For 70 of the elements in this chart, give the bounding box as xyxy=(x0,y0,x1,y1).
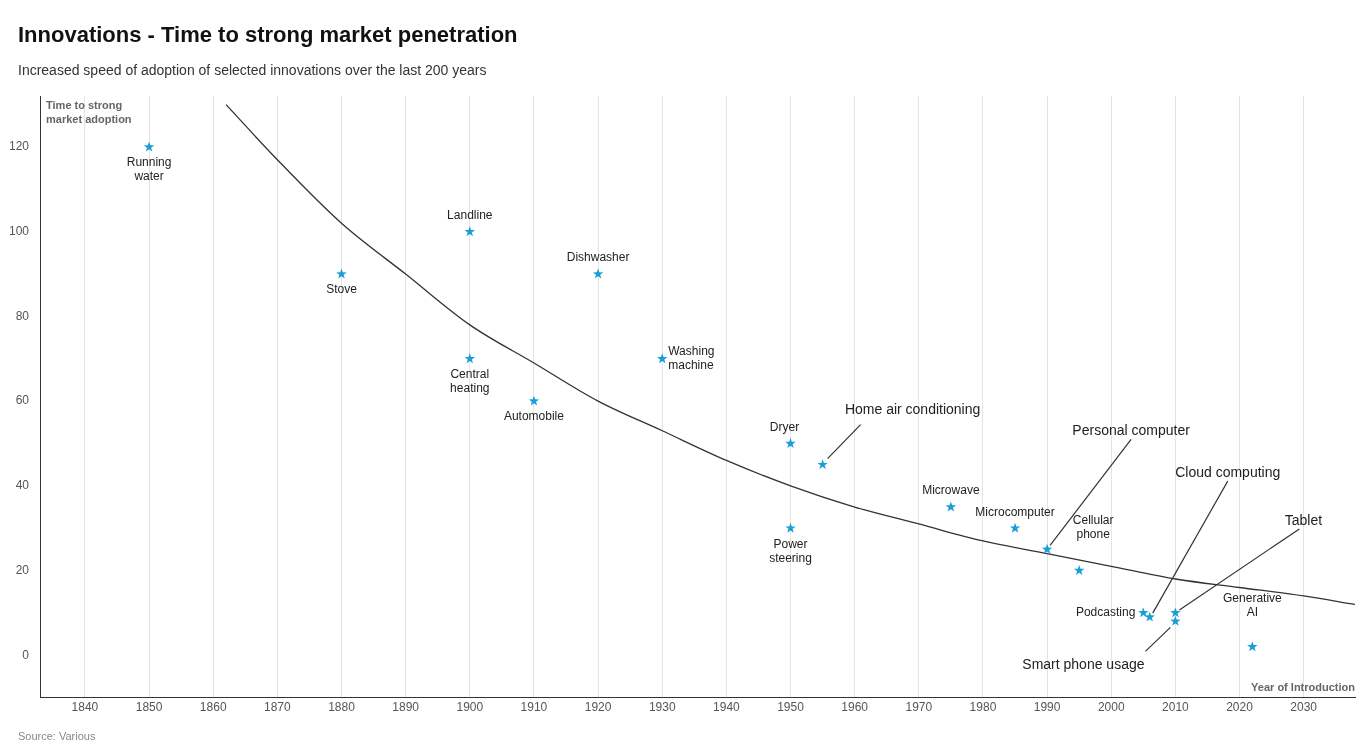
y-tick-label: 20 xyxy=(15,562,30,577)
annotation: Cloud computing xyxy=(1175,463,1281,480)
point xyxy=(817,459,828,470)
x-tick-label: 1870 xyxy=(264,700,292,715)
x-tick-label: 2030 xyxy=(1290,700,1318,715)
annotation: Central heating xyxy=(450,367,490,396)
annotation: Tablet xyxy=(1284,511,1323,528)
y-axis-title: Time to strong market adoption xyxy=(46,98,132,125)
point xyxy=(528,395,540,406)
point xyxy=(1041,543,1053,554)
x-tick-label: 1950 xyxy=(777,700,805,715)
annotation: Landline xyxy=(447,208,493,223)
x-tick-label: 1900 xyxy=(456,700,484,715)
x-tick-label: 1930 xyxy=(648,700,676,715)
point xyxy=(945,501,957,512)
annotation: Home air conditioning xyxy=(844,400,981,417)
x-axis-title: Year of Introduction xyxy=(1251,681,1356,694)
point xyxy=(1170,615,1181,626)
point xyxy=(1009,522,1021,533)
annotation: Dryer xyxy=(769,419,800,434)
point xyxy=(657,353,668,364)
x-tick-label: 1980 xyxy=(969,700,997,715)
x-tick-label: 2000 xyxy=(1097,700,1125,715)
x-tick-label: 1860 xyxy=(199,700,227,715)
point xyxy=(785,437,796,448)
point xyxy=(464,353,476,364)
annotation: Automobile xyxy=(503,409,565,424)
y-tick-label: 100 xyxy=(8,224,30,239)
x-tick-label: 1880 xyxy=(328,700,356,715)
annotation: Microwave xyxy=(922,483,980,498)
point xyxy=(1073,565,1085,575)
y-tick-label: 120 xyxy=(8,139,30,154)
annotation: Personal computer xyxy=(1072,422,1191,439)
point xyxy=(143,141,155,152)
chart-subtitle: Increased speed of adoption of selected innovations over the last 200 years xyxy=(18,62,487,78)
point xyxy=(1144,611,1155,622)
x-tick-label: 2010 xyxy=(1162,700,1190,715)
x-tick-label: 1910 xyxy=(520,700,548,715)
source-note: Source: Various xyxy=(18,730,96,742)
annotation: Washing machine xyxy=(668,344,715,373)
annotation: Microcomputer xyxy=(975,504,1055,519)
x-tick-label: 1970 xyxy=(905,700,933,715)
x-tick-label: 2020 xyxy=(1226,700,1254,715)
point xyxy=(1247,641,1258,652)
annotation: Dishwasher xyxy=(566,250,630,265)
point xyxy=(592,268,604,279)
annotation: Smart phone usage xyxy=(1022,656,1145,673)
annotation: Podcasting xyxy=(1075,605,1136,620)
y-tick-label: 40 xyxy=(15,478,30,493)
point xyxy=(336,268,347,279)
x-tick-label: 1850 xyxy=(135,700,163,715)
x-tick-label: 1920 xyxy=(584,700,612,715)
x-tick-label: 1890 xyxy=(392,700,420,715)
annotation: Stove xyxy=(326,282,358,297)
point xyxy=(785,522,796,533)
chart-title: Innovations - Time to strong market penetration xyxy=(18,22,518,48)
annotation: Generative AI xyxy=(1223,591,1283,620)
y-tick-label: 0 xyxy=(22,647,30,662)
annotation: Power steering xyxy=(769,536,812,565)
x-tick-label: 1960 xyxy=(841,700,869,715)
annotation: Cellular phone xyxy=(1072,512,1114,541)
point xyxy=(1138,607,1149,618)
x-tick-label: 1840 xyxy=(71,700,99,715)
point xyxy=(1170,607,1181,618)
y-tick-label: 80 xyxy=(15,308,30,323)
x-tick-label: 1990 xyxy=(1033,700,1061,715)
annotation: Running water xyxy=(126,155,172,184)
point xyxy=(464,226,476,237)
y-tick-label: 60 xyxy=(15,393,30,408)
x-tick-label: 1940 xyxy=(713,700,741,715)
